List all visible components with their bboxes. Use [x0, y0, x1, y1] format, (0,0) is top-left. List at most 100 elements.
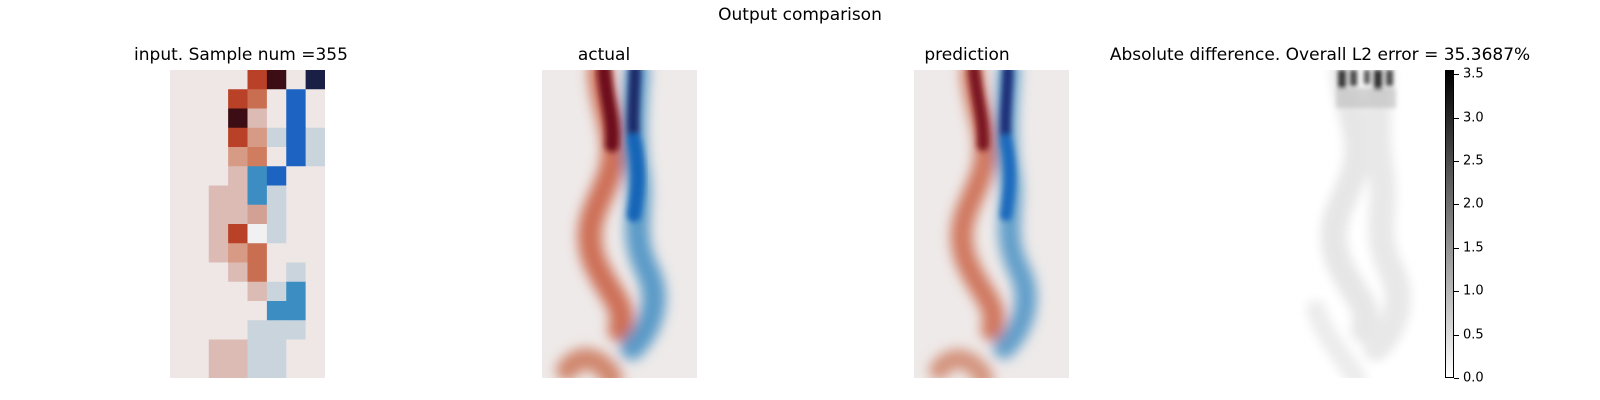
input-cell [286, 320, 307, 340]
input-cell [266, 185, 287, 206]
input-panel-title: input. Sample num =355 [134, 45, 348, 65]
input-cell [208, 185, 229, 206]
input-cell [208, 108, 229, 129]
input-cell [266, 262, 287, 283]
input-cell [189, 127, 210, 148]
input-cell [286, 127, 307, 148]
input-cell [228, 320, 248, 340]
input-cell [228, 108, 248, 129]
colorbar-tick [1454, 74, 1459, 76]
input-cell [208, 243, 229, 263]
input-cell [228, 358, 248, 378]
input-cell [247, 108, 268, 129]
input-heatmap [170, 70, 325, 378]
input-cell [266, 147, 287, 167]
input-cell [208, 358, 229, 378]
input-cell [208, 204, 229, 225]
input-cell [208, 147, 229, 167]
input-cell [247, 127, 268, 148]
colorbar-tick [1454, 161, 1459, 163]
input-cell [170, 358, 190, 378]
input-cell [170, 339, 190, 360]
colorbar-tick-label: 3.0 [1463, 110, 1484, 126]
input-cell [208, 281, 229, 302]
colorbar-tick [1454, 378, 1459, 379]
input-cell [189, 166, 210, 186]
colorbar-tick-label: 2.5 [1463, 153, 1484, 169]
input-cell [228, 147, 248, 167]
input-cell [286, 70, 307, 90]
input-cell [247, 339, 268, 360]
colorbar-tick-label: 0.5 [1463, 327, 1484, 343]
colorbar-tick [1454, 247, 1459, 249]
actual-heatmap [542, 70, 697, 378]
input-cell [208, 301, 229, 321]
input-cell [170, 108, 190, 129]
input-cell [228, 89, 248, 109]
input-cell [286, 224, 307, 244]
input-cell [170, 262, 190, 283]
input-cell [266, 108, 287, 129]
input-cell [305, 185, 325, 206]
input-cell [247, 358, 268, 378]
prediction-panel-title: prediction [924, 45, 1010, 65]
difference-heatmap [1286, 70, 1441, 378]
input-cell [170, 89, 190, 109]
input-cell [228, 127, 248, 148]
input-cell [305, 320, 325, 340]
input-cell [247, 243, 268, 263]
input-cell [170, 301, 190, 321]
input-cell [208, 166, 229, 186]
input-cell [189, 204, 210, 225]
input-cell [189, 281, 210, 302]
input-cell [208, 89, 229, 109]
prediction-heatmap [914, 70, 1069, 378]
input-cell [189, 185, 210, 206]
input-cell [266, 204, 287, 225]
input-cell [228, 224, 248, 244]
input-cell [286, 89, 307, 109]
colorbar-tick-label: 1.0 [1463, 283, 1484, 299]
input-cell [228, 204, 248, 225]
input-cell [266, 166, 287, 186]
input-cell [286, 358, 307, 378]
input-cell [305, 166, 325, 186]
input-cell [189, 301, 210, 321]
input-cell [170, 127, 190, 148]
input-cell [286, 147, 307, 167]
input-cell [247, 204, 268, 225]
input-cell [266, 224, 287, 244]
input-cell [247, 301, 268, 321]
input-cell [170, 243, 190, 263]
input-cell [247, 281, 268, 302]
actual-panel-title: actual [577, 45, 631, 65]
input-cell [286, 185, 307, 206]
input-cell [305, 204, 325, 225]
input-cell [228, 262, 248, 283]
input-cell [266, 358, 287, 378]
input-cell [247, 70, 268, 90]
input-cell [305, 358, 325, 378]
input-cell [208, 127, 229, 148]
input-cell [189, 339, 210, 360]
input-cell [286, 166, 307, 186]
input-cell [286, 301, 307, 321]
input-cell [189, 108, 210, 129]
colorbar-tick-label: 3.5 [1463, 66, 1484, 82]
input-cell [266, 339, 287, 360]
input-cell [208, 320, 229, 340]
input-cell [286, 108, 307, 129]
input-cell [170, 147, 190, 167]
input-cell [305, 224, 325, 244]
input-cell [286, 262, 307, 283]
difference-panel-title: Absolute difference. Overall L2 error = … [1109, 45, 1531, 65]
input-cell [170, 320, 190, 340]
figure-title: Output comparison [718, 5, 882, 25]
input-cell [208, 70, 229, 90]
input-cell [266, 89, 287, 109]
input-cell [208, 262, 229, 283]
input-cell [189, 147, 210, 167]
input-cell [228, 185, 248, 206]
input-cell [170, 204, 190, 225]
